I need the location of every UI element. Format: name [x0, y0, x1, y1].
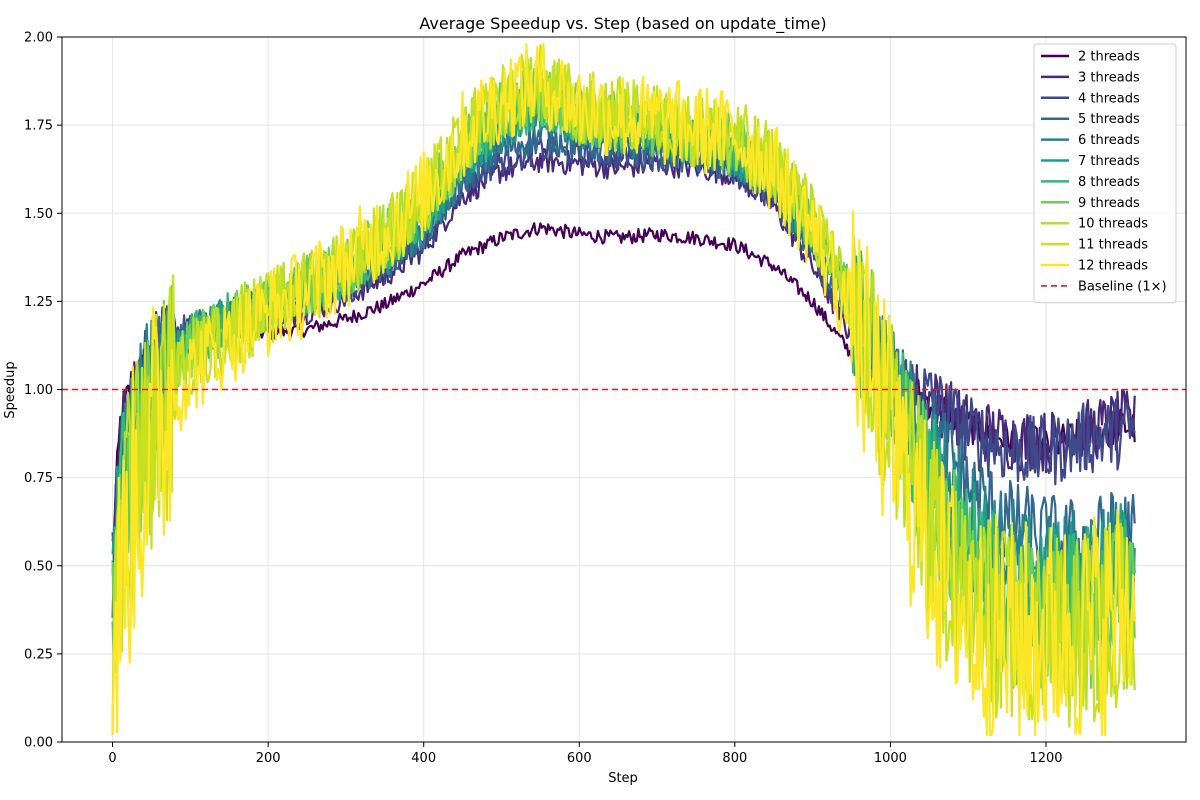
x-axis-label: Step [608, 771, 638, 786]
y-axis-label: Speedup [3, 361, 18, 418]
legend-label: 2 threads [1078, 50, 1140, 65]
series-line-2-threads [111, 222, 1136, 542]
legend: 2 threads 3 threads 4 threads 5 threads 6 th… [1033, 43, 1177, 304]
y-tick-label: 1.75 [24, 119, 53, 134]
legend-label: 4 threads [1078, 91, 1140, 106]
y-tick-label: 1.25 [24, 295, 53, 310]
y-tick-label: 1.00 [24, 383, 53, 398]
y-tick-label: 0.00 [24, 736, 53, 751]
y-tick-label: 2.00 [24, 31, 53, 46]
legend-label: 5 threads [1078, 112, 1140, 127]
legend-label: 8 threads [1078, 175, 1140, 190]
y-tick-label: 0.50 [24, 559, 53, 574]
legend-box [1033, 43, 1177, 304]
x-tick-label: 800 [722, 751, 747, 766]
legend-label: 3 threads [1078, 70, 1140, 85]
legend-label: 12 threads [1078, 259, 1148, 274]
x-tick-label: 400 [411, 751, 436, 766]
legend-label-baseline: Baseline (1×) [1078, 279, 1167, 294]
legend-label: 11 threads [1078, 238, 1148, 253]
x-tick-label: 600 [567, 751, 592, 766]
x-tick-label: 1000 [874, 751, 907, 766]
legend-label: 7 threads [1078, 154, 1140, 169]
legend-label: 10 threads [1078, 217, 1148, 232]
chart-title: Average Speedup vs. Step (based on updat… [419, 14, 826, 34]
x-tick-label: 200 [256, 751, 281, 766]
legend-label: 6 threads [1078, 133, 1140, 148]
y-tick-label: 0.75 [24, 471, 53, 486]
x-axis: 0 200 400 600 800 1000 1200 [108, 742, 1063, 766]
y-tick-label: 1.50 [24, 207, 53, 222]
y-tick-label: 0.25 [24, 647, 53, 662]
series-lines [111, 42, 1136, 737]
legend-label: 9 threads [1078, 196, 1140, 211]
series-line-12-threads [111, 42, 1136, 737]
x-tick-label: 0 [108, 751, 116, 766]
y-axis: 0.00 0.25 0.50 0.75 1.00 1.25 1.50 1.75 2.00 [24, 31, 62, 751]
series-line-3-threads [111, 148, 1136, 564]
x-tick-label: 1200 [1029, 751, 1062, 766]
